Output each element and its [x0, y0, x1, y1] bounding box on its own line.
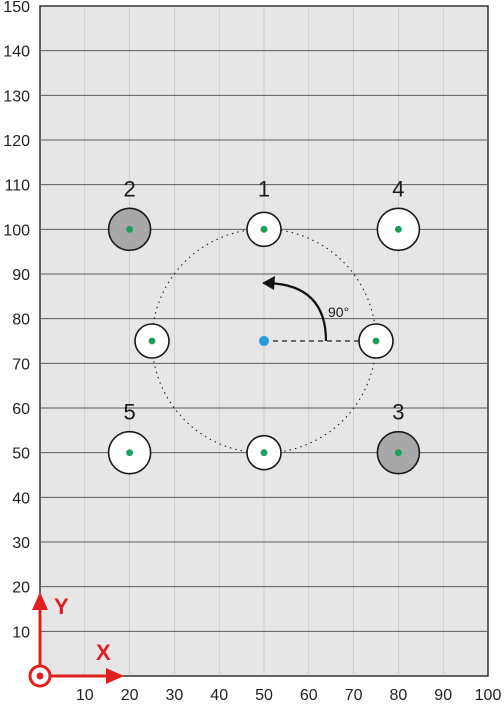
y-tick-label: 140: [3, 44, 30, 61]
hole-number-label: 1: [258, 176, 270, 201]
pattern-center-dot: [259, 336, 269, 346]
hole: 2: [107, 176, 152, 252]
hole: [134, 323, 170, 359]
y-tick-label: 10: [12, 624, 30, 641]
hole: 4: [376, 176, 421, 252]
hole-number-label: 2: [123, 176, 135, 201]
hole: [246, 434, 282, 471]
x-tick-label: 40: [210, 687, 228, 704]
hole-center-dot: [395, 449, 402, 457]
y-tick-label: 130: [3, 88, 30, 105]
hole: [358, 323, 394, 359]
y-tick-label: 50: [12, 446, 30, 463]
x-tick-label: 20: [121, 687, 139, 704]
x-tick-label: 100: [475, 687, 502, 704]
hole-center-dot: [260, 225, 268, 233]
y-tick-label: 90: [12, 267, 30, 284]
y-tick-label: 150: [3, 0, 30, 16]
x-tick-label: 30: [166, 687, 184, 704]
x-axis-letter: X: [96, 640, 111, 665]
x-tick-label: 50: [255, 687, 273, 704]
y-tick-label: 110: [4, 178, 30, 195]
hole-number-label: 5: [123, 400, 135, 425]
rotation-arrowhead: [262, 276, 275, 290]
x-tick-label: 10: [76, 687, 94, 704]
hole-center-dot: [148, 337, 156, 345]
hole-center-dot: [126, 449, 133, 457]
y-axis-letter: Y: [54, 594, 69, 619]
hole-center-dot: [126, 225, 133, 233]
y-tick-label: 80: [12, 312, 30, 329]
rotation-arrow: [267, 281, 328, 342]
hole-center-dot: [372, 337, 380, 345]
y-tick-label: 120: [3, 133, 30, 150]
y-tick-label: 100: [3, 222, 30, 239]
hole: 1: [246, 176, 282, 248]
hole: 3: [376, 400, 421, 475]
x-tick-label: 60: [300, 687, 318, 704]
x-tick-label: 70: [345, 687, 363, 704]
hole-center-dot: [395, 225, 402, 233]
holes: 1 2 3 4 5: [107, 176, 421, 475]
x-tick-label: 80: [390, 687, 408, 704]
y-tick-label: 70: [12, 356, 30, 373]
y-tick-label: 60: [12, 401, 30, 418]
x-axis-arrowhead: [106, 668, 124, 684]
origin-marker-dot: [36, 672, 44, 680]
y-tick-label: 40: [12, 490, 30, 507]
hole-number-label: 3: [392, 400, 404, 425]
rotation-angle-label: 90°: [328, 304, 349, 320]
axis-indicator: YX: [28, 592, 124, 688]
y-tick-label: 30: [12, 535, 30, 552]
hole: 5: [107, 400, 152, 475]
x-tick-label: 90: [434, 687, 452, 704]
y-axis-arrowhead: [32, 592, 48, 610]
hole-number-label: 4: [392, 176, 404, 201]
hole-center-dot: [260, 449, 268, 457]
y-tick-label: 20: [12, 580, 30, 597]
tick-labels: 10 20 30 40 50 60 70 80 90 100 10 20 30 40 50 60 70 80 90 1…: [3, 0, 501, 704]
